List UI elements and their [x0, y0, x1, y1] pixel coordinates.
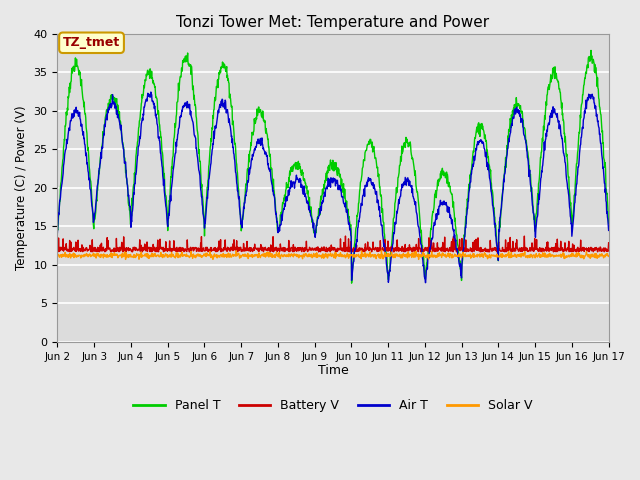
Battery V [419, 248, 427, 254]
Battery V [540, 248, 548, 254]
Solar V [163, 252, 170, 257]
Air T [147, 89, 155, 95]
Panel T [419, 250, 427, 256]
Solar V [176, 252, 184, 258]
Air T [54, 230, 61, 236]
Air T [419, 257, 427, 263]
Panel T [540, 123, 547, 129]
Battery V [605, 240, 612, 246]
Solar V [54, 253, 61, 259]
Solar V [419, 252, 427, 258]
Solar V [492, 253, 499, 259]
Battery V [233, 249, 241, 255]
Panel T [491, 215, 499, 220]
Battery V [176, 244, 184, 250]
Panel T [238, 225, 246, 230]
Solar V [238, 252, 246, 258]
Solar V [378, 247, 385, 253]
Solar V [540, 252, 548, 257]
Solar V [415, 256, 422, 262]
Panel T [54, 226, 61, 232]
Air T [238, 225, 246, 231]
Panel T [176, 75, 184, 81]
Legend: Panel T, Battery V, Air T, Solar V: Panel T, Battery V, Air T, Solar V [129, 395, 538, 417]
Battery V [163, 246, 170, 252]
Line: Solar V: Solar V [58, 250, 609, 259]
Battery V [238, 247, 246, 253]
Panel T [605, 221, 612, 227]
Solar V [605, 253, 612, 259]
X-axis label: Time: Time [317, 364, 348, 377]
Battery V [492, 247, 499, 252]
Line: Air T: Air T [58, 92, 609, 283]
Y-axis label: Temperature (C) / Power (V): Temperature (C) / Power (V) [15, 106, 28, 270]
Text: TZ_tmet: TZ_tmet [63, 36, 120, 49]
Line: Panel T: Panel T [58, 50, 609, 283]
Air T [492, 224, 499, 230]
Panel T [163, 202, 170, 207]
Battery V [342, 233, 349, 239]
Air T [422, 280, 429, 286]
Panel T [348, 280, 355, 286]
Title: Tonzi Tower Met: Temperature and Power: Tonzi Tower Met: Temperature and Power [177, 15, 490, 30]
Air T [177, 114, 184, 120]
Air T [605, 228, 612, 233]
Air T [163, 214, 171, 220]
Battery V [54, 246, 61, 252]
Line: Battery V: Battery V [58, 236, 609, 252]
Air T [540, 149, 548, 155]
Panel T [587, 48, 595, 53]
